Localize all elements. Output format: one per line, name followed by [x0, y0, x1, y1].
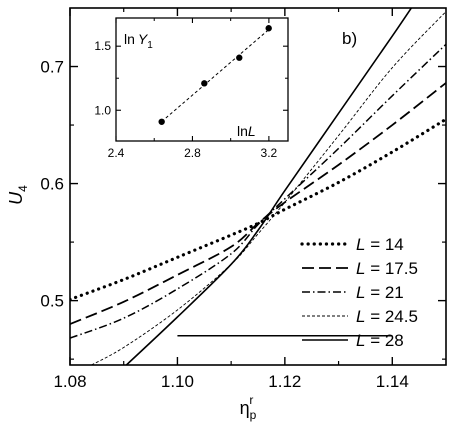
inset-y-label: ln Y1 [124, 31, 153, 51]
x-tick-label: 1.10 [161, 372, 194, 391]
legend-label-L-17-5: L = 17.5 [356, 259, 418, 278]
inset-x-tick-label: 2.8 [184, 146, 201, 160]
inset-point [236, 54, 243, 61]
inset-x-tick-label: 2.4 [108, 146, 125, 160]
inset-y-tick-label: 1.0 [94, 103, 111, 117]
y-tick-label: 0.5 [40, 292, 64, 311]
legend-label-L-24-5: L = 24.5 [356, 307, 418, 326]
main-axis-ticks [69, 8, 446, 365]
inset-x-label: lnL [237, 123, 256, 139]
inset-point [265, 25, 272, 32]
legend-label-L-21: L = 21 [356, 283, 404, 302]
x-axis-title: ηpr [240, 393, 257, 422]
legend: L = 14 L = 17.5 L = 21 L = 24.5 L = 28 [300, 235, 418, 350]
x-tick-label: 1.08 [53, 372, 86, 391]
inset-x-tick-label: 3.2 [261, 146, 278, 160]
inset-axis-ticks [115, 18, 288, 141]
y-tick-label: 0.7 [40, 58, 64, 77]
y-axis-title: U4 [6, 185, 30, 205]
series-line-L-28 [125, 8, 413, 365]
panel-label: b) [342, 29, 357, 48]
inset-point [158, 118, 165, 125]
inset-tick-labels: 2.4 2.8 3.2 1.0 1.5 [94, 39, 277, 160]
inset-frame [115, 17, 289, 142]
x-tick-label: 1.14 [376, 372, 409, 391]
inset-points [158, 25, 272, 125]
main-series-group [70, 8, 446, 365]
series-line-L-21 [70, 43, 446, 339]
inset-fit-line [161, 29, 270, 122]
legend-label-L-28: L = 28 [356, 331, 404, 350]
series-line-L-17-5 [70, 82, 446, 325]
main-tick-labels: 1.08 1.10 1.12 1.14 0.5 0.6 0.7 [40, 58, 408, 391]
x-tick-label: 1.12 [268, 372, 301, 391]
inset-y-tick-label: 1.5 [94, 39, 111, 53]
series-line-L-24-5 [91, 11, 446, 365]
inset-point [201, 80, 208, 87]
y-tick-label: 0.6 [40, 175, 64, 194]
legend-label-L-14: L = 14 [356, 235, 404, 254]
